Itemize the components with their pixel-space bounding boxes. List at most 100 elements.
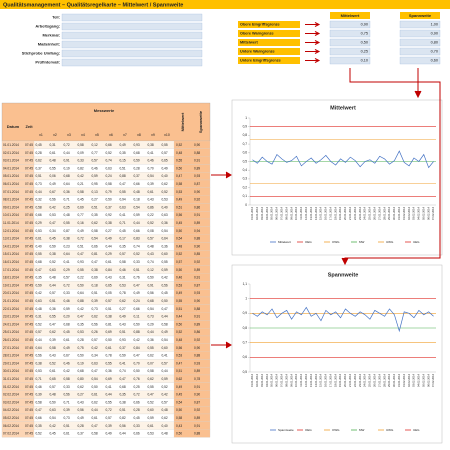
- x-tick-label: 23.01.2014: [358, 373, 362, 387]
- cell: 0,66: [134, 432, 140, 436]
- info-label: Merkmal:: [42, 33, 60, 38]
- date-cell-bg: [1, 429, 35, 438]
- cell: 02.01.2014: [3, 151, 19, 155]
- cell: 27.01.2014: [3, 346, 19, 350]
- cell: 0,34: [50, 229, 56, 233]
- cell: 0,62: [92, 221, 98, 225]
- cell: 0,40: [162, 205, 168, 209]
- x-tick-label: 24.01.2014: [363, 373, 367, 387]
- cell: 03.02.2014: [3, 400, 19, 404]
- cell: 0,22: [78, 276, 84, 280]
- x-tick-label: 05.02.2014: [421, 373, 425, 387]
- cell: 0,54: [134, 205, 140, 209]
- cell: 0,36: [106, 369, 112, 373]
- cell: 0,59: [120, 354, 126, 358]
- cell: 0,35: [120, 244, 126, 248]
- cell: 0,37: [78, 432, 84, 436]
- cell: 0,79: [106, 190, 112, 194]
- x-tick-label: 16.01.2014: [324, 373, 328, 387]
- y-tick-label: 0,3: [243, 177, 248, 181]
- arrow: [305, 40, 321, 45]
- cell: 0,52: [36, 322, 42, 326]
- cell: 0,90: [194, 346, 200, 350]
- legend-label: OEG: [305, 240, 312, 244]
- cell: 0,33: [134, 260, 140, 264]
- cell: 26.01.2014: [3, 338, 19, 342]
- cell: 0,39: [92, 299, 98, 303]
- cell: 0,57: [64, 276, 70, 280]
- x-tick-label: 13.01.2014: [309, 206, 313, 220]
- cell: 0,52: [134, 252, 140, 256]
- x-tick-label: 02.02.2014: [407, 373, 411, 387]
- x-tick-label: 01.02.2014: [402, 373, 406, 387]
- limits-header: Spannweite: [409, 13, 432, 18]
- cell: 0,38: [106, 315, 112, 319]
- cell: 0,68: [36, 260, 42, 264]
- cell: 07:45: [25, 143, 33, 147]
- cell: 0,63: [50, 268, 56, 272]
- cell: 0,08: [148, 229, 154, 233]
- cell: 0,31: [120, 276, 126, 280]
- cell: 0,68: [64, 322, 70, 326]
- cell: 0,61: [148, 190, 154, 194]
- cell: 0,49: [134, 291, 140, 295]
- cell: 0,68: [64, 174, 70, 178]
- cell: 0,41: [162, 354, 168, 358]
- cell: 0,50: [176, 322, 182, 326]
- x-tick-label: 19.01.2014: [338, 206, 342, 220]
- data-line: [252, 150, 434, 169]
- cell: 0,49: [176, 198, 182, 202]
- limits-header-cell: [330, 12, 370, 19]
- cell: 0,46: [120, 268, 126, 272]
- y-tick-label: 0,2: [243, 185, 248, 189]
- info-label: Teil:: [52, 15, 60, 20]
- cell: 0,51: [92, 291, 98, 295]
- cell: 0,61: [50, 369, 56, 373]
- cell: 0,39: [148, 182, 154, 186]
- cell: 0,27: [120, 307, 126, 311]
- cell: 0,51: [120, 330, 126, 334]
- cell: 0,91: [194, 424, 200, 428]
- cell: 0,92: [106, 213, 112, 217]
- cell: 0,45: [176, 221, 182, 225]
- cell: 0,49: [50, 182, 56, 186]
- x-tick-label: 25.01.2014: [368, 373, 372, 387]
- cell: 0,61: [106, 260, 112, 264]
- cell: 0,50: [176, 229, 182, 233]
- limits-value: 0,50: [361, 41, 368, 45]
- cell: 0,62: [162, 416, 168, 420]
- cell: 0,44: [162, 315, 168, 319]
- cell: 0,52: [50, 260, 56, 264]
- cell: 29.01.2014: [3, 361, 19, 365]
- limits-cell: [399, 56, 441, 65]
- cell: 0,87: [194, 182, 200, 186]
- cell: 0,38: [120, 400, 126, 404]
- cell: 0,48: [50, 159, 56, 163]
- limits-label: Untere Warngrenze: [240, 50, 275, 54]
- cell: 0,64: [162, 237, 168, 241]
- cell: 0,62: [78, 385, 84, 389]
- x-tick-label: 20.01.2014: [343, 373, 347, 387]
- cell: 0,48: [50, 276, 56, 280]
- limits-value: 0,10: [361, 59, 368, 63]
- cell: 0,42: [92, 346, 98, 350]
- cell: 07:45: [25, 408, 33, 412]
- cell: 0,63: [106, 166, 112, 170]
- cell: 0,66: [134, 182, 140, 186]
- cell: 0,88: [78, 299, 84, 303]
- cell: 0,48: [50, 393, 56, 397]
- cell: 0,47: [78, 252, 84, 256]
- cell: 0,52: [176, 143, 182, 147]
- table-header: Datum: [7, 124, 20, 129]
- cell: 0,18: [134, 198, 140, 202]
- x-tick-label: 02.02.2014: [407, 206, 411, 220]
- x-tick-label: 04.01.2014: [265, 373, 269, 387]
- cell: 0,48: [176, 338, 182, 342]
- cell: 0,52: [162, 385, 168, 389]
- cell: 0,61: [92, 416, 98, 420]
- cell: 0,51: [36, 174, 42, 178]
- cell: 0,36: [64, 190, 70, 194]
- y-tick-label: 1: [245, 297, 247, 301]
- x-tick-label: 03.02.2014: [412, 373, 416, 387]
- sub-header: x10: [164, 133, 170, 137]
